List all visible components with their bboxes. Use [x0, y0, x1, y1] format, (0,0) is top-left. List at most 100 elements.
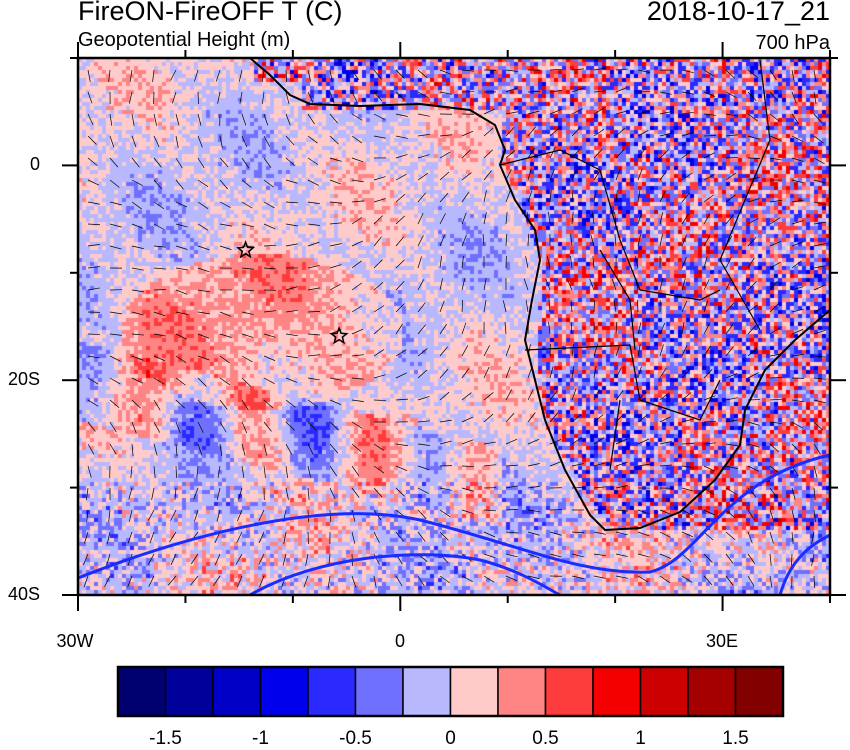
colorbar-label: 0.5 [532, 728, 559, 749]
wind-barb [241, 465, 245, 478]
wind-barb [351, 240, 364, 247]
wind-barb [659, 322, 666, 335]
wind-barb [813, 443, 821, 455]
wind-barb [439, 171, 450, 181]
wind-barb [109, 201, 122, 206]
wind-barb [591, 212, 595, 225]
wind-barb [527, 412, 536, 423]
wind-barb [505, 575, 518, 582]
wind-barb [593, 575, 606, 579]
wind-barb [417, 256, 422, 269]
wind-barb [813, 355, 826, 358]
wind-barb [283, 531, 287, 544]
wind-barb [174, 487, 177, 500]
wind-barb [769, 91, 779, 102]
wind-barb [703, 509, 716, 516]
wind-barb [261, 69, 265, 82]
wind-barb [635, 256, 639, 269]
colorbar-label: 1.5 [722, 728, 749, 749]
wind-barb [241, 157, 250, 169]
wind-barb [659, 553, 672, 559]
wind-barb [214, 553, 221, 566]
wind-barb [593, 553, 606, 557]
wind-barb [329, 421, 340, 431]
wind-barb [505, 87, 518, 93]
plot-title: FireON-FireOFF T (C) [78, 0, 343, 26]
wind-barb [153, 201, 165, 210]
wind-barb [285, 443, 293, 455]
wind-barb [483, 441, 496, 445]
wind-barb [373, 443, 385, 451]
wind-barb [593, 190, 597, 203]
wind-barb [303, 575, 309, 588]
wind-barb [87, 69, 91, 82]
wind-barb [307, 157, 319, 165]
wind-barb [549, 461, 562, 467]
wind-barb [791, 286, 804, 291]
wind-barb [637, 366, 642, 379]
wind-barb [329, 179, 342, 185]
wind-barb [351, 157, 364, 163]
wind-barb [483, 531, 496, 538]
wind-barb [149, 531, 155, 544]
wind-barb [590, 234, 595, 247]
wind-barb [725, 324, 734, 335]
wind-barb [87, 91, 93, 104]
wind-barb [329, 69, 333, 82]
wind-barb [769, 531, 774, 544]
wind-barb [659, 91, 672, 95]
wind-barb [196, 465, 199, 478]
wind-barb [681, 213, 689, 225]
y-tick-label: 40S [7, 584, 40, 604]
wind-barb [241, 179, 252, 188]
wind-barb [351, 509, 356, 522]
wind-barb [681, 442, 694, 445]
wind-barb [505, 438, 518, 445]
wind-barb [153, 355, 166, 362]
wind-barb [791, 179, 804, 184]
wind-barb [525, 300, 529, 313]
wind-barb [217, 465, 221, 478]
wind-barb [373, 487, 383, 498]
wind-barb [461, 212, 467, 225]
wind-barb [791, 531, 794, 544]
wind-barb [373, 325, 384, 335]
wind-barb [395, 487, 405, 497]
wind-barb [505, 464, 518, 467]
wind-barb [329, 135, 339, 145]
wind-barb [505, 531, 518, 534]
wind-barb [197, 267, 210, 273]
y-tick-label: 0 [29, 154, 40, 174]
wind-barb [570, 234, 573, 247]
wind-barb [725, 214, 734, 225]
wind-barb [307, 201, 320, 205]
wind-barb [571, 575, 584, 579]
wind-barb [549, 168, 555, 181]
pressure-level: 700 hPa [755, 32, 830, 54]
wind-barb [813, 265, 826, 269]
wind-barb [615, 485, 628, 489]
wind-barb [811, 553, 815, 566]
wind-barb [351, 421, 363, 429]
wind-barb [791, 399, 804, 403]
wind-barb [373, 305, 385, 313]
wind-barb [769, 575, 773, 588]
wind-barb [373, 575, 377, 588]
wind-barb [527, 126, 536, 137]
wind-barb [241, 377, 251, 387]
wind-barb [417, 443, 430, 446]
wind-barb [131, 443, 134, 456]
y-tick-label: 20S [7, 369, 40, 389]
wind-barb [725, 257, 732, 269]
wind-barb [681, 91, 694, 95]
wind-barb [417, 369, 428, 379]
wind-barb [395, 575, 403, 587]
wind-barb [571, 190, 574, 203]
wind-barb [109, 443, 117, 455]
wind-barb [525, 256, 529, 269]
wind-barb [637, 344, 641, 357]
wind-barb [395, 154, 408, 159]
wind-barb [417, 69, 428, 79]
wind-barb [527, 233, 529, 247]
wind-barb [747, 135, 760, 140]
